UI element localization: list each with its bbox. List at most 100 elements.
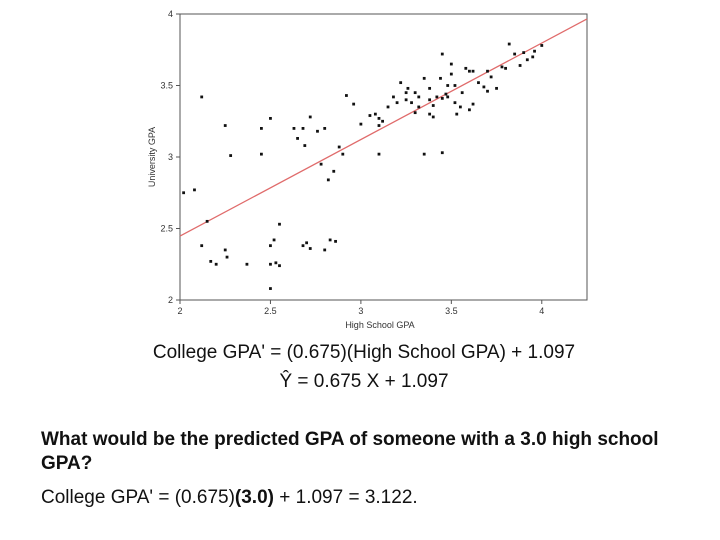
data-point: [303, 144, 307, 147]
question-text: What would be the predicted GPA of someo…: [41, 428, 701, 476]
data-point: [531, 55, 535, 59]
data-point: [404, 98, 408, 102]
data-point: [209, 259, 213, 263]
data-point: [404, 91, 408, 95]
data-point: [200, 244, 204, 248]
data-point: [334, 239, 337, 243]
y-tick-label: 3.5: [160, 81, 173, 91]
data-point: [406, 86, 410, 90]
data-point: [316, 129, 319, 133]
data-point: [513, 52, 517, 56]
data-point: [504, 66, 507, 70]
data-point: [507, 42, 511, 46]
x-tick-label: 2: [177, 306, 182, 316]
axis-ticks: 2 2.5 3 3.5 4 2 2.5 3 3.5 4: [160, 9, 544, 316]
regression-line: [179, 18, 588, 237]
data-point: [428, 112, 432, 116]
data-point: [417, 95, 421, 99]
data-point: [486, 89, 489, 93]
data-point: [305, 241, 309, 245]
data-point: [368, 114, 372, 117]
data-point: [377, 152, 381, 156]
data-point: [446, 95, 450, 99]
data-point: [417, 105, 421, 109]
y-axis-label: University GPA: [147, 127, 157, 187]
data-point: [269, 287, 272, 290]
data-point: [245, 262, 249, 266]
data-point: [278, 222, 281, 226]
data-point: [225, 255, 229, 259]
plot-area: [179, 13, 588, 301]
y-tick-label: 3: [168, 152, 173, 162]
data-point: [435, 95, 439, 99]
data-point: [301, 127, 305, 130]
data-point: [453, 101, 457, 105]
data-point: [482, 85, 486, 89]
data-point: [205, 219, 209, 223]
data-point: [381, 119, 384, 123]
data-point: [301, 244, 305, 248]
data-point: [533, 49, 536, 53]
y-tick-label: 2: [168, 295, 173, 305]
data-point: [278, 264, 281, 268]
data-point: [410, 101, 413, 105]
data-point: [413, 111, 417, 115]
x-tick-label: 2.5: [264, 306, 277, 316]
data-point: [392, 95, 395, 99]
answer-bold: (3.0): [234, 487, 274, 508]
data-point: [471, 69, 475, 73]
data-points: [182, 42, 544, 290]
answer-suffix: + 1.097 = 3.122.: [273, 487, 418, 508]
data-point: [500, 65, 504, 69]
scatter-chart: 2 2.5 3 3.5 4 2 2.5 3 3.5 4 High School GPA Unive…: [147, 9, 588, 330]
answer-text: College GPA' = (0.675)(3.0) + 1.097 = 3.…: [41, 486, 701, 510]
data-point: [518, 64, 522, 67]
data-point: [214, 262, 218, 266]
data-point: [223, 248, 227, 252]
data-point: [431, 104, 435, 107]
data-point: [458, 105, 462, 109]
equation-line-1: College GPA' = (0.675)(High School GPA) …: [152, 342, 576, 363]
data-point: [486, 69, 489, 73]
regression-line-group: [179, 18, 588, 237]
data-point: [229, 154, 233, 157]
data-point: [323, 248, 327, 252]
data-point: [440, 96, 444, 100]
data-point: [422, 76, 426, 80]
data-point: [308, 247, 312, 250]
data-point: [428, 86, 432, 90]
data-point: [326, 178, 330, 182]
data-point: [269, 116, 272, 120]
data-point: [332, 169, 336, 173]
data-point: [440, 52, 444, 56]
data-point: [495, 86, 498, 90]
data-point: [395, 101, 399, 105]
data-point: [399, 81, 403, 85]
y-tick-label: 2.5: [160, 224, 173, 234]
data-point: [453, 84, 457, 87]
x-axis-label: High School GPA: [345, 320, 414, 330]
data-point: [341, 152, 345, 156]
x-tick-label: 3: [358, 306, 363, 316]
data-point: [323, 127, 327, 130]
data-point: [449, 62, 453, 66]
data-point: [440, 151, 444, 155]
data-point: [223, 124, 227, 127]
data-point: [272, 238, 276, 242]
data-point: [428, 98, 432, 102]
data-point: [193, 188, 196, 192]
data-point: [446, 84, 450, 87]
data-point: [260, 127, 263, 130]
data-point: [386, 105, 390, 109]
data-point: [525, 58, 529, 62]
data-point: [345, 94, 348, 97]
x-tick-label: 3.5: [445, 306, 458, 316]
data-point: [439, 76, 442, 80]
data-point: [292, 127, 296, 130]
data-point: [274, 261, 278, 265]
data-point: [328, 238, 332, 242]
data-point: [260, 152, 263, 156]
question-bold: What would be the predicted GPA of someo…: [41, 429, 659, 474]
data-point: [413, 91, 417, 95]
equation-line-2: Ŷ = 0.675 X + 1.097: [279, 371, 449, 392]
